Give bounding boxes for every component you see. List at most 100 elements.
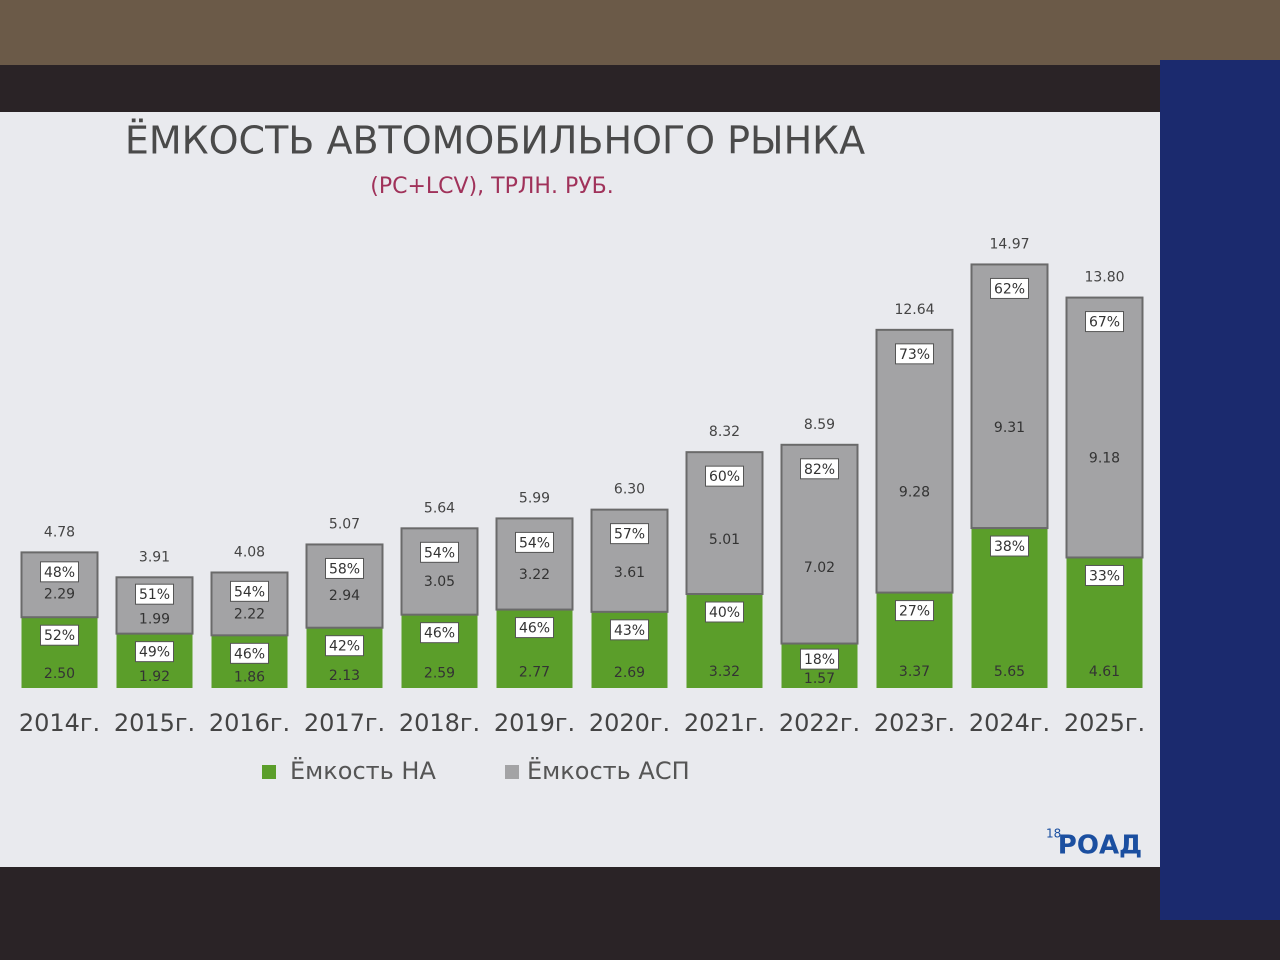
percent-box xyxy=(40,561,79,583)
percent-box xyxy=(325,557,364,579)
value-label: 5.65 xyxy=(994,664,1025,680)
value-label: 1.99 xyxy=(139,611,170,627)
value-label: 3.61 xyxy=(614,565,645,581)
wall xyxy=(0,0,1280,65)
x-tick-label: 2020г. xyxy=(589,709,670,737)
percent-box xyxy=(705,465,744,487)
value-label: 1.86 xyxy=(234,669,265,685)
value-label: 7.02 xyxy=(804,560,835,576)
x-tick-label: 2019г. xyxy=(494,709,575,737)
x-tick-label: 2024г. xyxy=(969,709,1050,737)
bar-segment xyxy=(400,527,479,616)
x-tick-label: 2023г. xyxy=(874,709,955,737)
percent-box xyxy=(325,635,364,657)
percent-label: 51% xyxy=(139,587,170,603)
chart-title: ЁМКОСТЬ АВТОМОБИЛЬНОГО РЫНКА xyxy=(125,119,865,163)
value-label: 1.57 xyxy=(804,671,835,687)
percent-box xyxy=(135,641,174,663)
percent-label: 42% xyxy=(329,639,360,655)
bar-segment xyxy=(1065,296,1144,559)
percent-label: 40% xyxy=(709,605,740,621)
percent-box xyxy=(515,531,554,553)
value-label: 2.77 xyxy=(519,664,550,680)
bar-segment xyxy=(875,328,954,594)
x-tick-label: 2018г. xyxy=(399,709,480,737)
percent-box xyxy=(420,622,459,644)
value-label: 3.05 xyxy=(424,574,455,590)
value-label: 2.22 xyxy=(234,606,265,622)
percent-label: 54% xyxy=(234,584,265,600)
percent-label: 38% xyxy=(994,539,1025,555)
percent-box xyxy=(230,642,269,664)
legend-label: Ёмкость АСП xyxy=(527,756,690,785)
screen-frame xyxy=(1160,60,1280,920)
value-label: 2.50 xyxy=(44,666,75,682)
value-label: 3.37 xyxy=(899,664,930,680)
percent-label: 27% xyxy=(899,604,930,620)
x-tick-label: 2021г. xyxy=(684,709,765,737)
percent-label: 43% xyxy=(614,623,645,639)
percent-label: 46% xyxy=(519,621,550,637)
total-label: 8.32 xyxy=(709,424,740,440)
percent-box xyxy=(895,343,934,365)
percent-box xyxy=(800,458,839,480)
percent-box xyxy=(800,648,839,670)
percent-box xyxy=(230,580,269,602)
percent-label: 46% xyxy=(424,626,455,642)
percent-box xyxy=(895,600,934,622)
total-label: 14.97 xyxy=(989,236,1029,252)
total-label: 5.64 xyxy=(424,500,455,516)
percent-box xyxy=(135,583,174,605)
value-label: 4.61 xyxy=(1089,664,1120,680)
percent-label: 67% xyxy=(1089,315,1120,331)
value-label: 3.22 xyxy=(519,567,550,583)
chart-subtitle: (PC+LCV), ТРЛН. РУБ. xyxy=(370,174,613,199)
value-label: 2.69 xyxy=(614,665,645,681)
x-tick-label: 2016г. xyxy=(209,709,290,737)
logo: РОАД xyxy=(1058,831,1142,861)
percent-box xyxy=(990,277,1029,299)
total-label: 12.64 xyxy=(894,302,934,318)
percent-label: 52% xyxy=(44,628,75,644)
total-label: 5.99 xyxy=(519,490,550,506)
percent-label: 18% xyxy=(804,652,835,668)
total-label: 3.91 xyxy=(139,549,170,565)
percent-box xyxy=(420,541,459,563)
value-label: 9.31 xyxy=(994,420,1025,436)
percent-label: 54% xyxy=(519,535,550,551)
total-label: 4.78 xyxy=(44,524,75,540)
value-label: 2.94 xyxy=(329,588,360,604)
legend-swatch xyxy=(262,765,276,779)
percent-label: 60% xyxy=(709,469,740,485)
x-tick-label: 2015г. xyxy=(114,709,195,737)
bar-segment xyxy=(305,543,384,629)
percent-box xyxy=(610,523,649,545)
percent-label: 54% xyxy=(424,545,455,561)
x-tick-label: 2025г. xyxy=(1064,709,1145,737)
percent-label: 57% xyxy=(614,527,645,543)
legend-label: Ёмкость НА xyxy=(290,756,436,785)
value-label: 2.29 xyxy=(44,586,75,602)
total-label: 8.59 xyxy=(804,417,835,433)
value-label: 1.92 xyxy=(139,669,170,685)
value-label: 9.18 xyxy=(1089,451,1120,467)
percent-box xyxy=(610,619,649,641)
percent-label: 49% xyxy=(139,645,170,661)
x-tick-label: 2017г. xyxy=(304,709,385,737)
total-label: 13.80 xyxy=(1084,270,1124,286)
percent-label: 82% xyxy=(804,462,835,478)
percent-label: 46% xyxy=(234,646,265,662)
page-number: 18 xyxy=(1046,827,1061,841)
total-label: 4.08 xyxy=(234,544,265,560)
percent-box xyxy=(1085,564,1124,586)
value-label: 5.01 xyxy=(709,532,740,548)
percent-box xyxy=(40,624,79,646)
percent-box xyxy=(515,617,554,639)
slide xyxy=(0,112,1160,867)
percent-box xyxy=(990,535,1029,557)
value-label: 2.59 xyxy=(424,665,455,681)
bar-segment xyxy=(210,571,289,637)
percent-box xyxy=(705,601,744,623)
